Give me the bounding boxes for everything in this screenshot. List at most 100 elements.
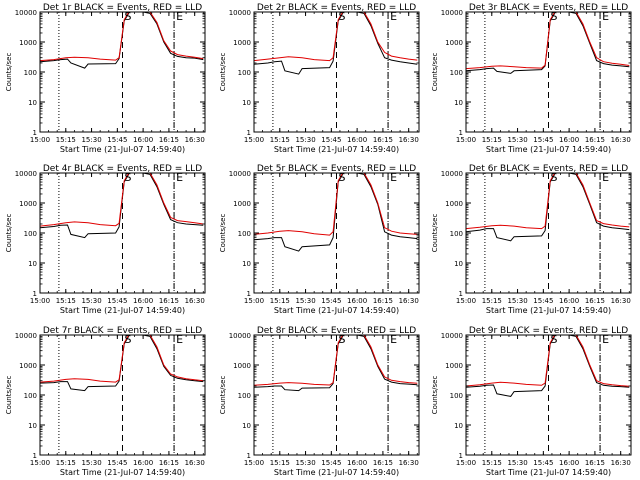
- y-axis-label: Counts/sec: [431, 376, 439, 415]
- lld-series-line: [254, 12, 418, 62]
- y-axis-label: Counts/sec: [219, 53, 227, 92]
- x-tick-label: 16:30: [185, 459, 205, 467]
- y-tick-label: 10: [454, 99, 463, 107]
- x-axis-label: Start Time (21-Jul-07 14:59:40): [274, 306, 399, 315]
- lld-series-line: [466, 173, 630, 230]
- chart-panel-6: Det 6r BLACK = Events, RED = LLD Counts/s…: [431, 164, 632, 315]
- x-tick-label: 16:00: [133, 297, 153, 305]
- x-tick-label: 15:00: [30, 459, 50, 467]
- annotation-e: E: [176, 171, 183, 184]
- x-axis-label: Start Time (21-Jul-07 14:59:40): [60, 468, 185, 477]
- x-tick-label: 15:15: [482, 297, 502, 305]
- x-tick-label: 16:15: [373, 297, 393, 305]
- chart-panel-9: Det 9r BLACK = Events, RED = LLD Counts/s…: [431, 326, 632, 477]
- annotation-e: E: [602, 10, 609, 23]
- annotation-s: S: [125, 333, 132, 346]
- x-tick-label: 15:00: [244, 459, 264, 467]
- y-tick-label: 10000: [441, 170, 463, 178]
- events-series-line: [40, 335, 204, 392]
- lld-series-line: [40, 335, 204, 383]
- chart-panel-3: Det 3r BLACK = Events, RED = LLD Counts/s…: [431, 3, 632, 154]
- x-tick-label: 16:15: [585, 297, 605, 305]
- events-series-line: [254, 173, 418, 252]
- x-axis-label: Start Time (21-Jul-07 14:59:40): [60, 306, 185, 315]
- chart-panel-5: Det 5r BLACK = Events, RED = LLD Counts/s…: [219, 164, 420, 315]
- x-tick-label: 15:00: [456, 136, 476, 144]
- x-tick-label: 15:15: [270, 136, 290, 144]
- events-series-line: [40, 12, 204, 69]
- x-tick-label: 15:45: [107, 136, 127, 144]
- x-tick-label: 15:15: [482, 136, 502, 144]
- chart-title: Det 5r BLACK = Events, RED = LLD: [257, 164, 416, 174]
- y-tick-label: 10000: [229, 170, 251, 178]
- x-tick-label: 15:00: [30, 297, 50, 305]
- y-tick-label: 100: [238, 69, 251, 77]
- y-tick-label: 10: [242, 422, 251, 430]
- y-axis-label: Counts/sec: [219, 214, 227, 253]
- annotation-s: S: [339, 171, 346, 184]
- x-tick-label: 16:15: [159, 459, 179, 467]
- lld-series-line: [40, 12, 204, 62]
- x-axis-label: Start Time (21-Jul-07 14:59:40): [486, 145, 611, 154]
- plot-area: [466, 335, 630, 455]
- y-tick-label: 1: [459, 129, 463, 137]
- y-tick-label: 10000: [229, 332, 251, 340]
- x-tick-label: 16:00: [347, 297, 367, 305]
- x-tick-label: 16:15: [159, 136, 179, 144]
- x-tick-label: 15:30: [295, 459, 315, 467]
- y-tick-label: 10000: [15, 332, 37, 340]
- x-tick-label: 16:30: [399, 136, 419, 144]
- annotation-e: E: [602, 333, 609, 346]
- y-tick-label: 1000: [233, 362, 251, 370]
- y-tick-label: 10000: [229, 9, 251, 17]
- x-tick-label: 15:00: [456, 297, 476, 305]
- x-tick-label: 16:00: [133, 459, 153, 467]
- y-axis-label: Counts/sec: [431, 214, 439, 253]
- annotation-s: S: [551, 171, 558, 184]
- chart-panel-8: Det 8r BLACK = Events, RED = LLD Counts/s…: [219, 326, 420, 477]
- plot-area: [466, 173, 630, 293]
- y-tick-label: 10000: [15, 170, 37, 178]
- plot-area: [466, 12, 630, 132]
- lld-series-line: [254, 335, 418, 386]
- x-tick-label: 16:15: [373, 459, 393, 467]
- x-tick-label: 16:30: [399, 459, 419, 467]
- x-tick-label: 15:15: [56, 297, 76, 305]
- y-tick-label: 100: [24, 230, 37, 238]
- chart-title: Det 2r BLACK = Events, RED = LLD: [257, 3, 416, 13]
- annotation-e: E: [176, 10, 183, 23]
- annotation-e: E: [176, 333, 183, 346]
- chart-title: Det 4r BLACK = Events, RED = LLD: [43, 164, 202, 174]
- plot-area: [254, 173, 418, 293]
- x-tick-label: 16:15: [373, 136, 393, 144]
- lld-series-line: [40, 173, 204, 227]
- x-tick-label: 16:00: [559, 459, 579, 467]
- x-tick-label: 15:45: [107, 297, 127, 305]
- y-axis-label: Counts/sec: [219, 376, 227, 415]
- y-tick-label: 10000: [441, 332, 463, 340]
- x-tick-label: 15:15: [56, 136, 76, 144]
- annotation-e: E: [602, 171, 609, 184]
- chart-title: Det 8r BLACK = Events, RED = LLD: [257, 326, 416, 336]
- lld-series-line: [466, 335, 630, 387]
- events-series-line: [466, 173, 630, 242]
- chart-title: Det 6r BLACK = Events, RED = LLD: [469, 164, 628, 174]
- x-tick-label: 15:30: [507, 297, 527, 305]
- x-tick-label: 15:00: [30, 136, 50, 144]
- y-tick-label: 10000: [15, 9, 37, 17]
- y-tick-label: 1000: [19, 362, 37, 370]
- x-tick-label: 15:00: [456, 459, 476, 467]
- x-tick-label: 16:30: [185, 297, 205, 305]
- y-tick-label: 1: [459, 290, 463, 298]
- x-tick-label: 16:00: [559, 136, 579, 144]
- y-tick-label: 10: [242, 99, 251, 107]
- x-tick-label: 15:00: [244, 297, 264, 305]
- y-tick-label: 10: [28, 99, 37, 107]
- annotation-s: S: [551, 333, 558, 346]
- x-tick-label: 16:30: [399, 297, 419, 305]
- chart-panel-2: Det 2r BLACK = Events, RED = LLD Counts/s…: [219, 3, 420, 154]
- y-tick-label: 1: [33, 452, 37, 460]
- x-tick-label: 16:00: [133, 136, 153, 144]
- x-tick-label: 15:45: [321, 297, 341, 305]
